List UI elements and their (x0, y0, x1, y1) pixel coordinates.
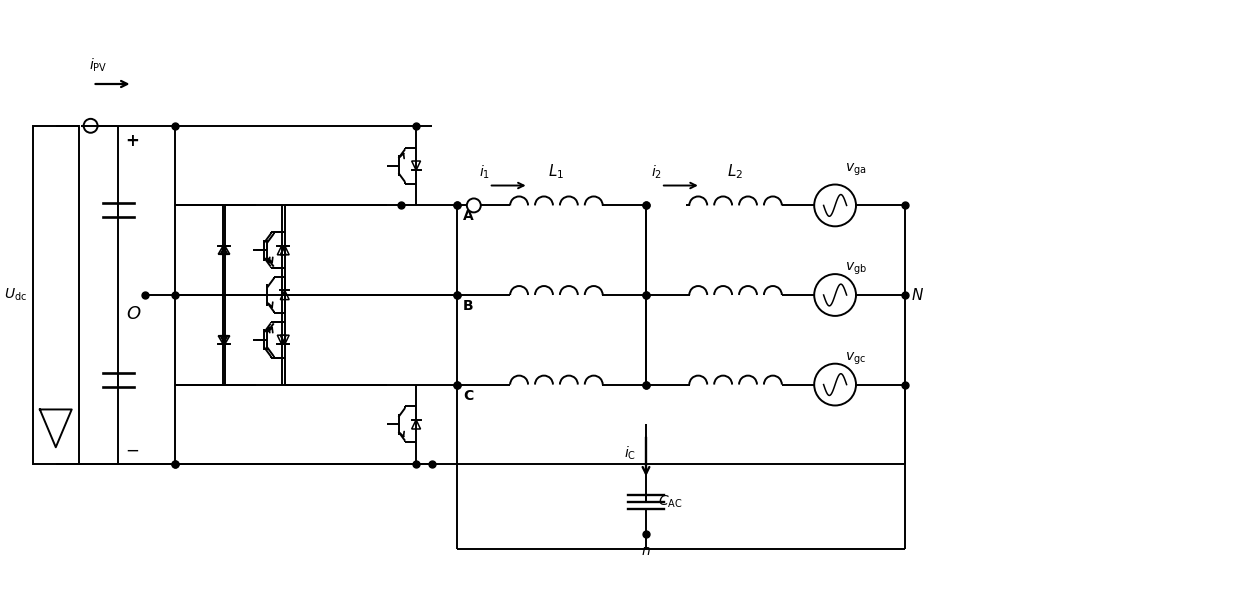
Text: $n$: $n$ (641, 544, 650, 558)
Text: $\mathit{O}$: $\mathit{O}$ (126, 305, 141, 323)
Text: $-$: $-$ (125, 440, 140, 458)
Text: $i_{\rm PV}$: $i_{\rm PV}$ (89, 57, 107, 74)
Text: $i_1$: $i_1$ (478, 163, 489, 181)
Text: $v_{\rm gc}$: $v_{\rm gc}$ (845, 350, 866, 366)
Text: C: C (463, 389, 473, 402)
Text: $i_{\rm C}$: $i_{\rm C}$ (624, 444, 636, 462)
Text: $U_{\rm dc}$: $U_{\rm dc}$ (4, 287, 27, 303)
Text: +: + (125, 132, 139, 150)
Text: $v_{\rm gb}$: $v_{\rm gb}$ (845, 261, 867, 277)
Text: $C_{\rm AC}$: $C_{\rm AC}$ (658, 494, 683, 510)
Text: $L_1$: $L_1$ (549, 162, 565, 181)
Text: $N$: $N$ (911, 287, 924, 303)
Text: $i_2$: $i_2$ (650, 163, 662, 181)
Bar (33, 126, 79, 464)
Text: A: A (463, 209, 473, 224)
Text: $L_2$: $L_2$ (727, 162, 743, 181)
Text: B: B (463, 299, 473, 313)
Text: $v_{\rm ga}$: $v_{\rm ga}$ (845, 161, 866, 178)
